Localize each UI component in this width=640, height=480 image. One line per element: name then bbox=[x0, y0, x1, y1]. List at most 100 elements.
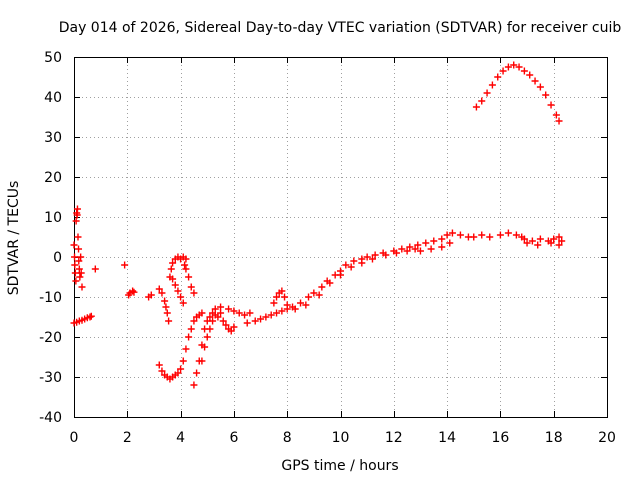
data-point bbox=[504, 63, 512, 71]
data-point bbox=[185, 333, 193, 341]
data-point bbox=[448, 229, 456, 237]
data-point bbox=[536, 83, 544, 91]
data-point bbox=[443, 231, 451, 239]
data-point bbox=[318, 283, 326, 291]
x-tick-label: 18 bbox=[545, 430, 563, 446]
data-point bbox=[310, 289, 318, 297]
data-point bbox=[71, 261, 79, 269]
grid-lines bbox=[74, 57, 607, 417]
data-point bbox=[181, 261, 189, 269]
data-point bbox=[403, 247, 411, 255]
x-tick-label: 8 bbox=[283, 430, 292, 446]
data-points bbox=[70, 61, 566, 389]
data-point bbox=[278, 307, 286, 315]
data-point bbox=[555, 117, 563, 125]
data-point bbox=[190, 289, 198, 297]
data-point bbox=[555, 233, 563, 241]
data-point bbox=[515, 63, 523, 71]
data-point bbox=[74, 233, 82, 241]
data-point bbox=[155, 361, 163, 369]
data-point bbox=[531, 77, 539, 85]
data-point bbox=[494, 73, 502, 81]
data-point bbox=[77, 269, 85, 277]
data-point bbox=[203, 333, 211, 341]
data-point bbox=[536, 235, 544, 243]
data-point bbox=[75, 245, 83, 253]
data-point bbox=[486, 233, 494, 241]
data-point bbox=[182, 345, 190, 353]
data-point bbox=[257, 315, 265, 323]
data-point bbox=[430, 237, 438, 245]
data-point bbox=[523, 239, 531, 247]
chart-title: Day 014 of 2026, Sidereal Day-to-day VTE… bbox=[59, 20, 622, 36]
data-point bbox=[75, 265, 83, 273]
data-point bbox=[297, 299, 305, 307]
y-tick-label: 10 bbox=[44, 210, 62, 226]
x-tick-label: 2 bbox=[123, 430, 132, 446]
data-point bbox=[177, 365, 185, 373]
data-point bbox=[206, 325, 214, 333]
data-point bbox=[86, 313, 94, 321]
data-point bbox=[342, 261, 350, 269]
data-point bbox=[162, 303, 170, 311]
data-point bbox=[190, 317, 198, 325]
y-tick-label: -10 bbox=[39, 290, 62, 306]
data-point bbox=[235, 309, 243, 317]
data-point bbox=[73, 211, 81, 219]
data-point bbox=[187, 283, 195, 291]
data-point bbox=[368, 255, 376, 263]
data-point bbox=[71, 269, 79, 277]
x-tick-label: 6 bbox=[229, 430, 238, 446]
x-tick-label: 14 bbox=[438, 430, 456, 446]
data-point bbox=[488, 81, 496, 89]
data-point bbox=[72, 217, 80, 225]
data-point bbox=[406, 243, 414, 251]
data-point bbox=[278, 287, 286, 295]
data-point bbox=[78, 283, 86, 291]
data-point bbox=[456, 231, 464, 239]
data-point bbox=[167, 265, 175, 273]
data-point bbox=[230, 307, 238, 315]
x-tick-label: 10 bbox=[332, 430, 350, 446]
data-point bbox=[147, 291, 155, 299]
data-point bbox=[230, 323, 238, 331]
data-point bbox=[398, 245, 406, 253]
data-point bbox=[211, 305, 219, 313]
y-tick-label: -40 bbox=[39, 410, 62, 426]
data-point bbox=[201, 343, 209, 351]
y-tick-label: 40 bbox=[44, 90, 62, 106]
data-point bbox=[470, 233, 478, 241]
data-point bbox=[163, 309, 171, 317]
data-point bbox=[267, 311, 275, 319]
data-point bbox=[363, 253, 371, 261]
data-point bbox=[182, 265, 190, 273]
data-point bbox=[446, 239, 454, 247]
data-point bbox=[273, 309, 281, 317]
data-point bbox=[217, 309, 225, 317]
data-point bbox=[422, 239, 430, 247]
data-point bbox=[177, 293, 185, 301]
data-point bbox=[251, 317, 259, 325]
data-point bbox=[169, 275, 177, 283]
data-point bbox=[198, 357, 206, 365]
x-tick-label: 12 bbox=[385, 430, 403, 446]
data-point bbox=[190, 381, 198, 389]
y-tick-label: -30 bbox=[39, 370, 62, 386]
data-point bbox=[206, 313, 214, 321]
data-point bbox=[270, 299, 278, 307]
data-point bbox=[358, 259, 366, 267]
data-point bbox=[504, 229, 512, 237]
data-point bbox=[185, 273, 193, 281]
data-point bbox=[217, 303, 225, 311]
data-point bbox=[227, 327, 235, 335]
data-point bbox=[174, 369, 182, 377]
data-point bbox=[214, 313, 222, 321]
data-point bbox=[222, 321, 230, 329]
data-point bbox=[438, 235, 446, 243]
data-point bbox=[174, 287, 182, 295]
x-axis-label: GPS time / hours bbox=[281, 458, 398, 474]
data-point bbox=[241, 311, 249, 319]
data-point bbox=[326, 279, 334, 287]
data-point bbox=[209, 317, 217, 325]
